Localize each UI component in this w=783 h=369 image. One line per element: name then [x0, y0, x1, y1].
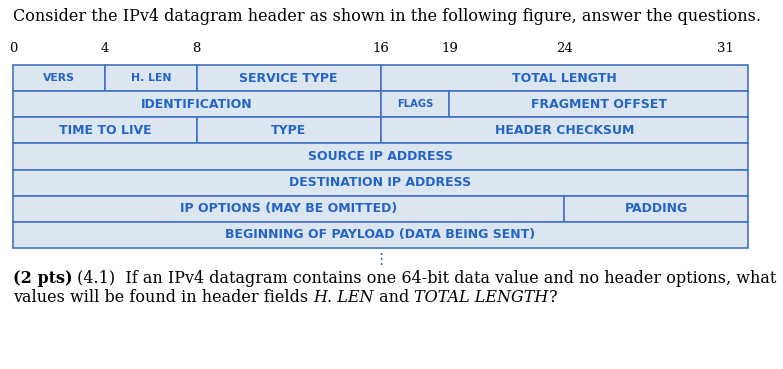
Bar — [13, 170, 748, 196]
Text: HEADER CHECKSUM: HEADER CHECKSUM — [495, 124, 634, 137]
Text: H. LEN: H. LEN — [131, 73, 171, 83]
Text: BEGINNING OF PAYLOAD (DATA BEING SENT): BEGINNING OF PAYLOAD (DATA BEING SENT) — [226, 228, 536, 241]
Bar — [13, 91, 381, 117]
Text: 16: 16 — [372, 42, 389, 55]
Bar — [197, 65, 381, 91]
Text: DESTINATION IP ADDRESS: DESTINATION IP ADDRESS — [290, 176, 471, 189]
Text: Consider the IPv4 datagram header as shown in the following figure, answer the q: Consider the IPv4 datagram header as sho… — [13, 8, 761, 25]
Text: TOTAL LENGTH: TOTAL LENGTH — [512, 72, 617, 85]
Text: (4.1)  If an IPv4 datagram contains one 64-bit data value and no header options,: (4.1) If an IPv4 datagram contains one 6… — [73, 270, 777, 287]
Text: FRAGMENT OFFSET: FRAGMENT OFFSET — [531, 98, 666, 111]
Bar — [197, 117, 381, 144]
Text: 4: 4 — [101, 42, 109, 55]
Text: 8: 8 — [193, 42, 201, 55]
Text: TOTAL LENGTH: TOTAL LENGTH — [414, 289, 549, 306]
Text: IP OPTIONS (MAY BE OMITTED): IP OPTIONS (MAY BE OMITTED) — [180, 202, 397, 215]
Text: SOURCE IP ADDRESS: SOURCE IP ADDRESS — [308, 150, 453, 163]
Bar — [105, 65, 197, 91]
Text: and: and — [373, 289, 414, 306]
Bar — [13, 117, 197, 144]
Text: (2 pts): (2 pts) — [13, 270, 73, 287]
Text: 31: 31 — [716, 42, 734, 55]
Bar — [13, 144, 748, 170]
Text: IDENTIFICATION: IDENTIFICATION — [141, 98, 253, 111]
Text: TIME TO LIVE: TIME TO LIVE — [59, 124, 151, 137]
Text: ⋮: ⋮ — [373, 252, 388, 267]
Text: TYPE: TYPE — [271, 124, 306, 137]
Bar — [381, 65, 748, 91]
Bar — [381, 91, 449, 117]
Text: ?: ? — [549, 289, 557, 306]
Bar — [13, 196, 565, 222]
Text: values will be found in header fields: values will be found in header fields — [13, 289, 313, 306]
Text: 0: 0 — [9, 42, 17, 55]
Text: H. LEN: H. LEN — [313, 289, 373, 306]
Text: SERVICE TYPE: SERVICE TYPE — [240, 72, 338, 85]
Text: PADDING: PADDING — [625, 202, 687, 215]
Text: FLAGS: FLAGS — [397, 99, 433, 109]
Text: 19: 19 — [441, 42, 458, 55]
Bar — [565, 196, 748, 222]
Bar — [13, 65, 105, 91]
Bar — [449, 91, 748, 117]
Bar — [381, 117, 748, 144]
Text: 24: 24 — [556, 42, 572, 55]
Text: VERS: VERS — [43, 73, 75, 83]
Bar — [13, 222, 748, 248]
